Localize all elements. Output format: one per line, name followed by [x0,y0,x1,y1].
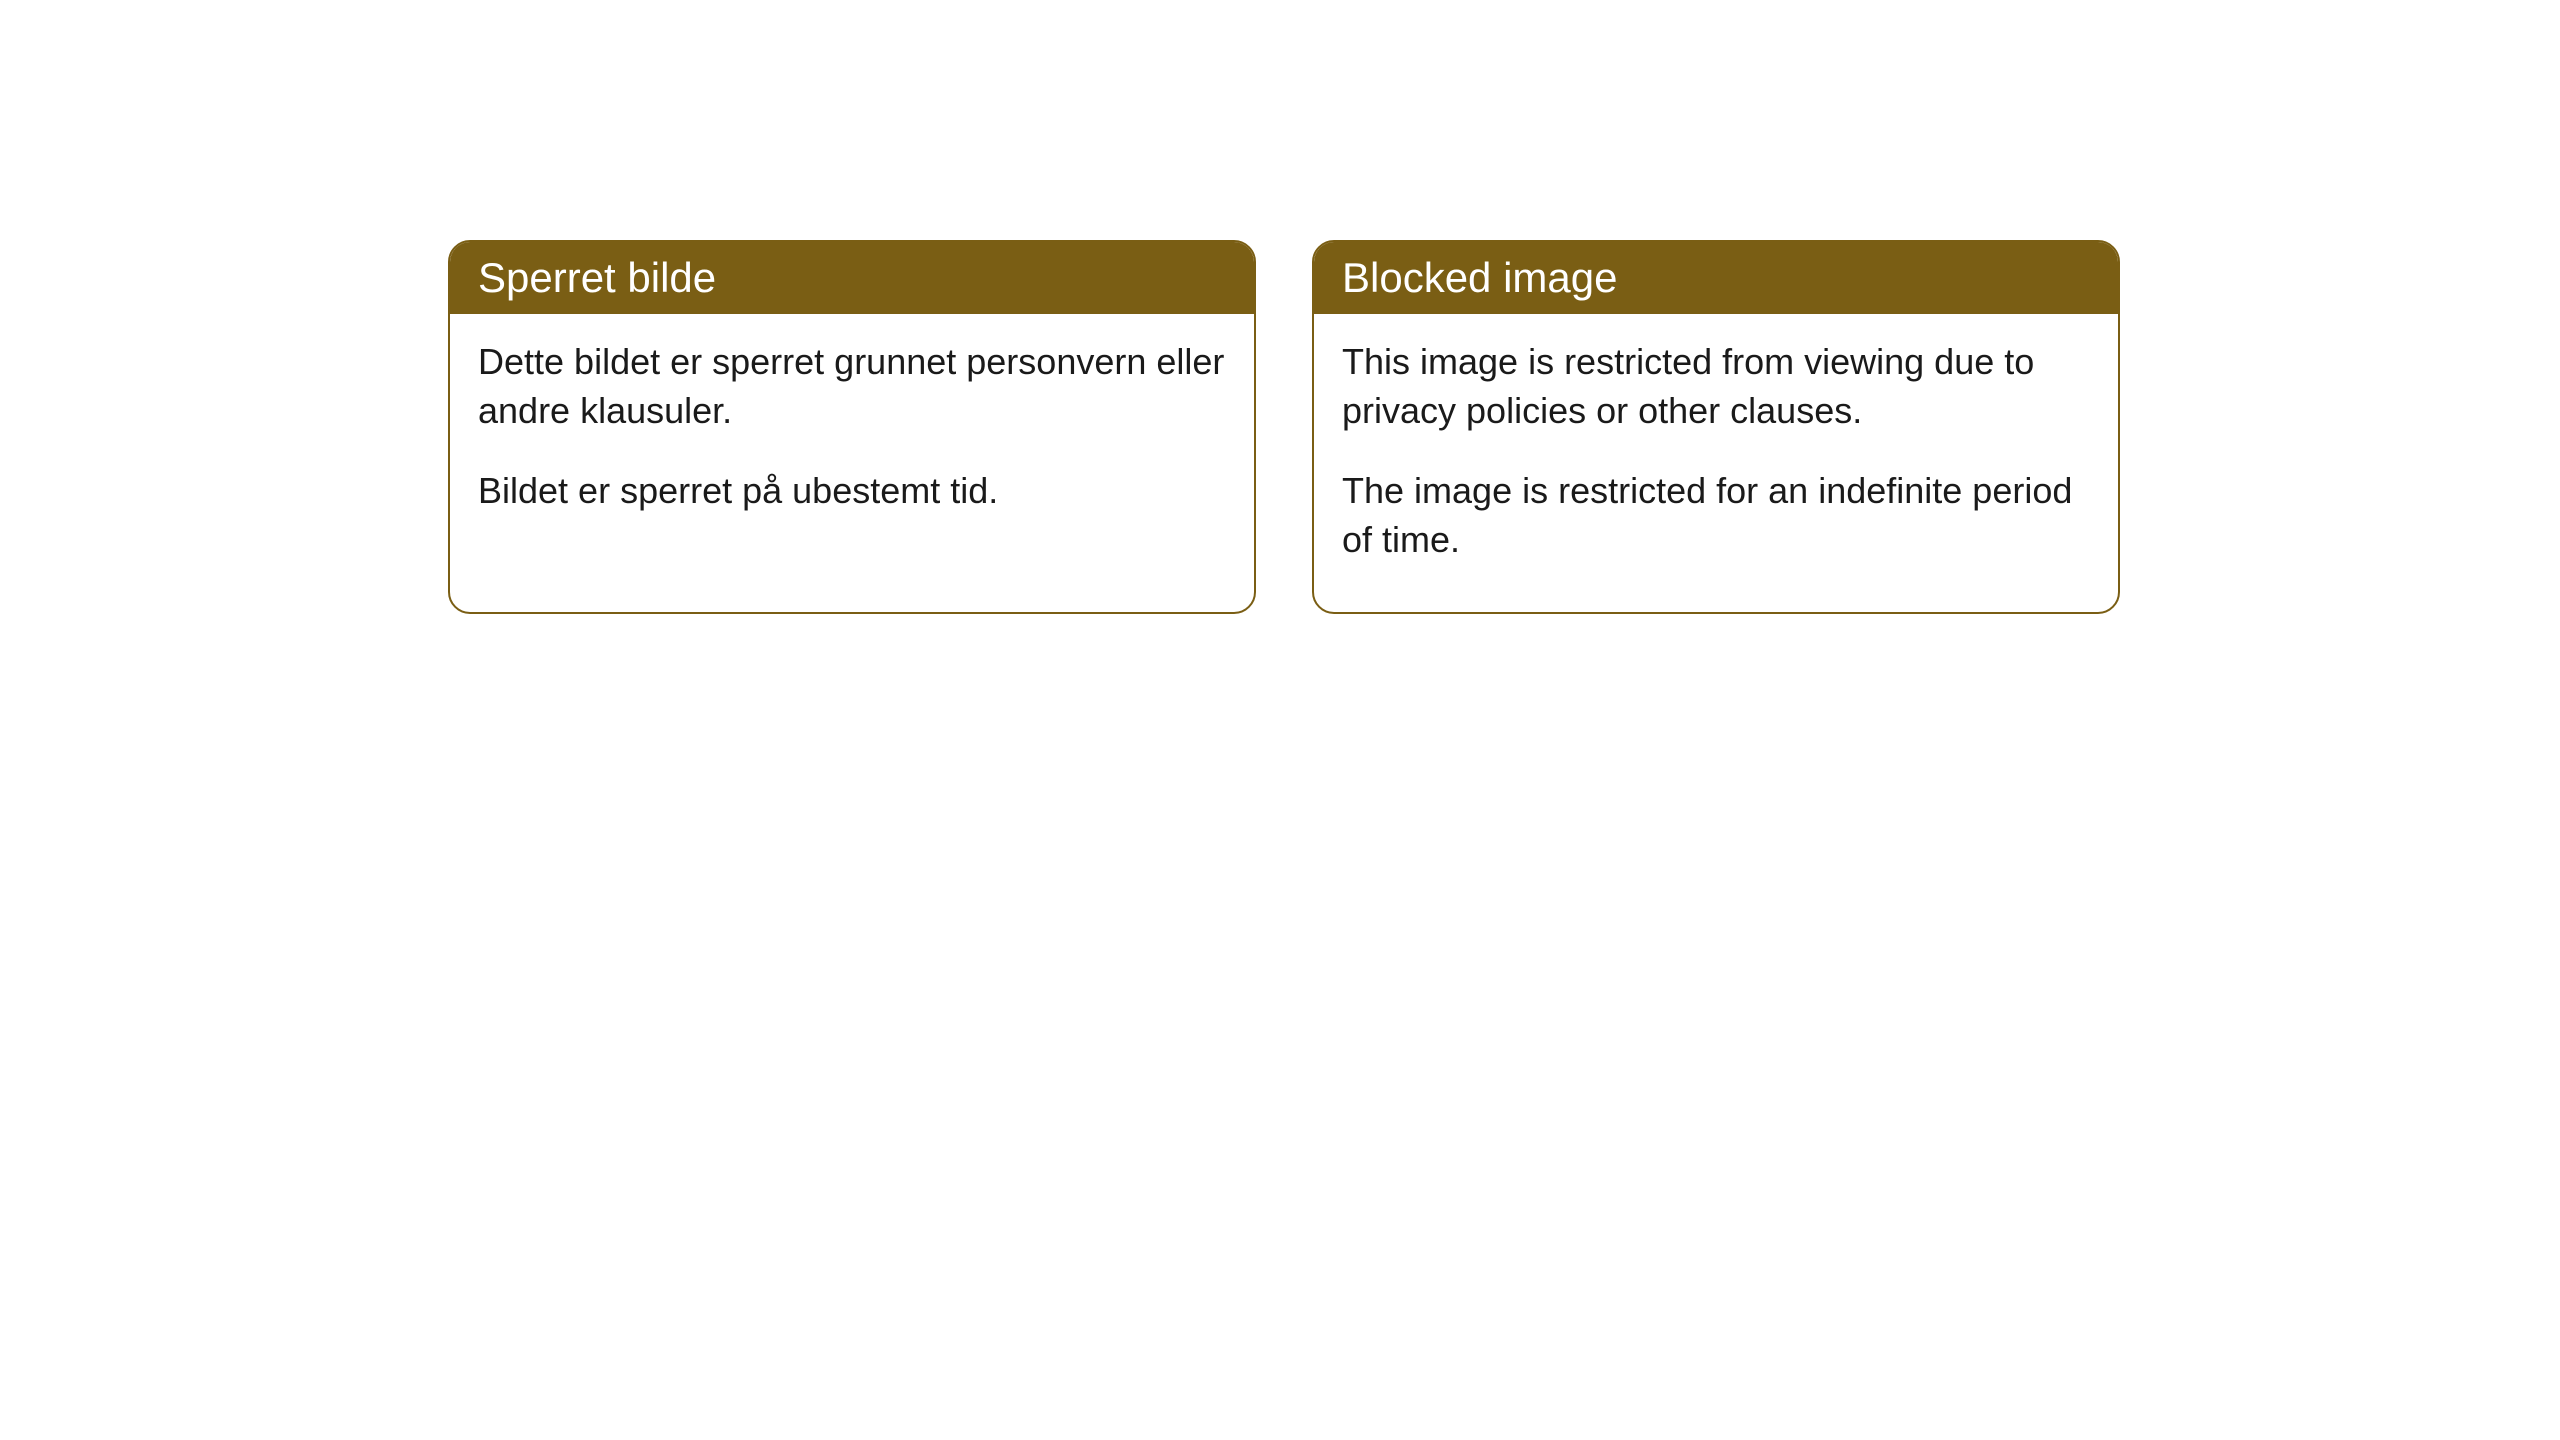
card-body-english: This image is restricted from viewing du… [1314,314,2118,612]
card-title-english: Blocked image [1342,254,1617,301]
card-paragraph1-norwegian: Dette bildet er sperret grunnet personve… [478,338,1226,435]
card-body-norwegian: Dette bildet er sperret grunnet personve… [450,314,1254,564]
card-paragraph2-norwegian: Bildet er sperret på ubestemt tid. [478,467,1226,516]
card-english: Blocked image This image is restricted f… [1312,240,2120,614]
card-header-english: Blocked image [1314,242,2118,314]
card-norwegian: Sperret bilde Dette bildet er sperret gr… [448,240,1256,614]
cards-container: Sperret bilde Dette bildet er sperret gr… [0,0,2560,614]
card-title-norwegian: Sperret bilde [478,254,716,301]
card-header-norwegian: Sperret bilde [450,242,1254,314]
card-paragraph1-english: This image is restricted from viewing du… [1342,338,2090,435]
card-paragraph2-english: The image is restricted for an indefinit… [1342,467,2090,564]
